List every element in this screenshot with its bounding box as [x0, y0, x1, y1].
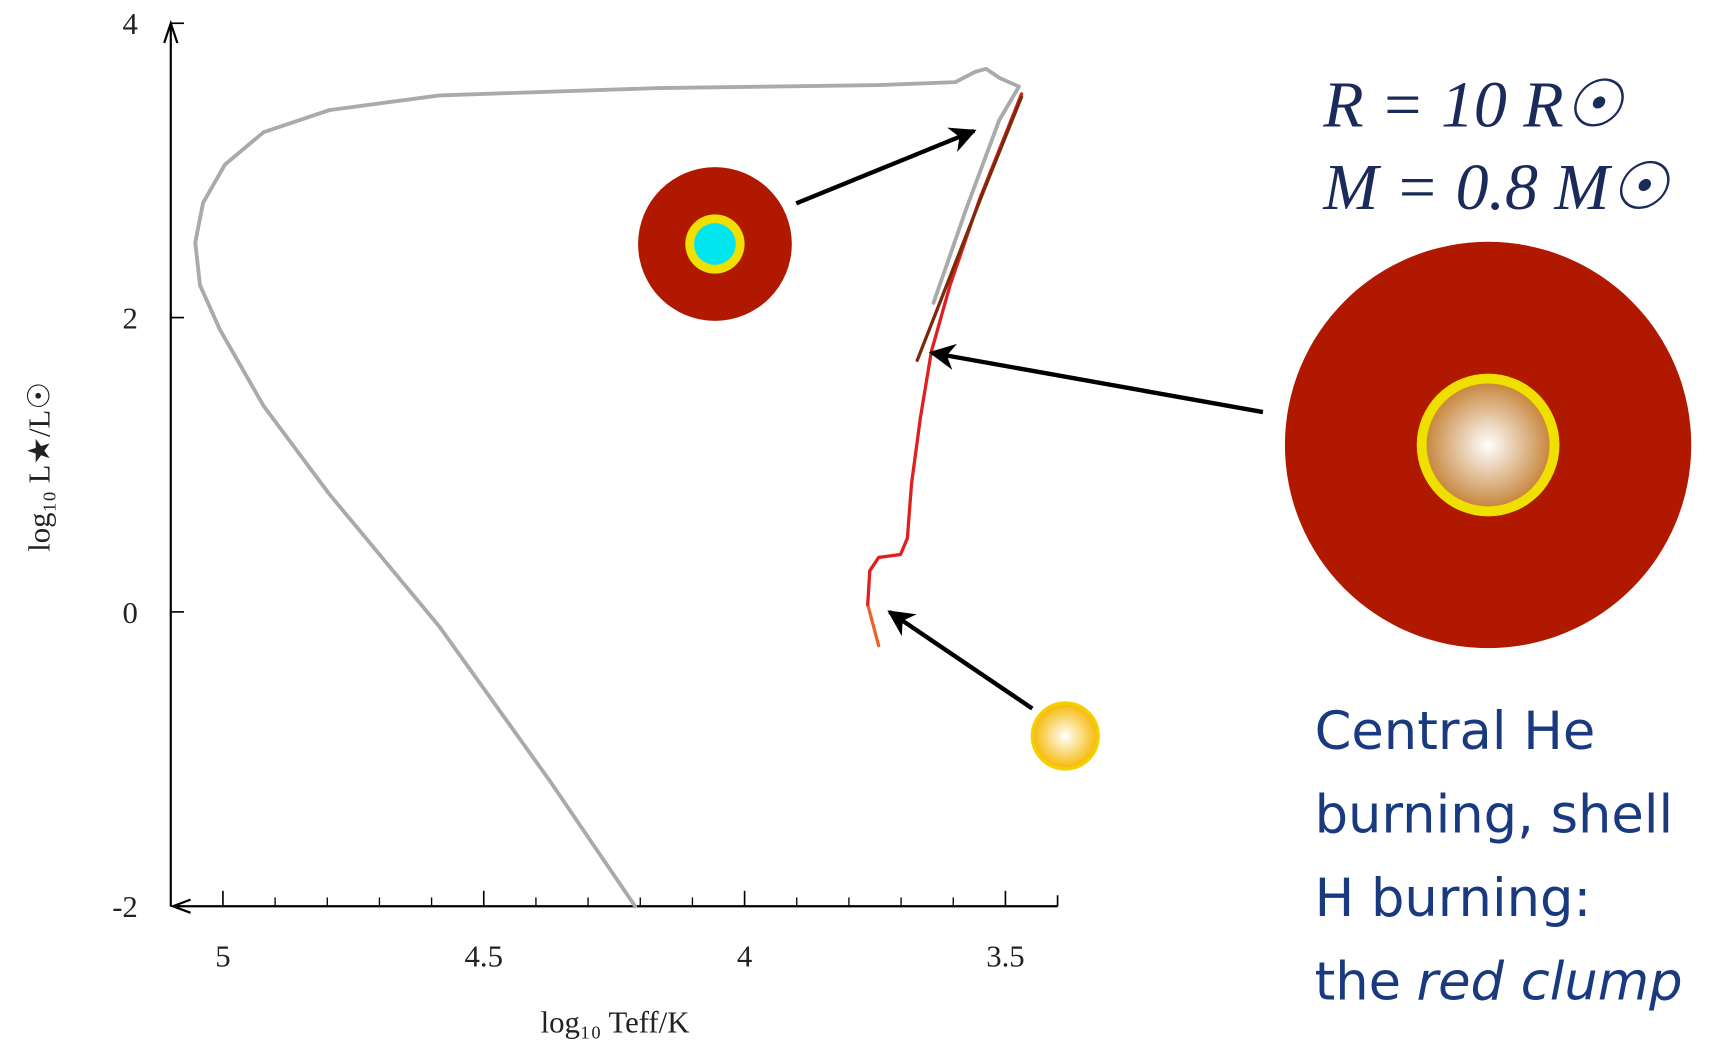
y-axis-title: log₁₀ L★/L☉	[22, 382, 56, 552]
track-line	[868, 94, 1022, 605]
star-icon-main-sequence	[1032, 703, 1098, 769]
annotation-line: Central He	[1315, 701, 1596, 762]
chart: 5 4.5 4 3.5 4 2 0 -2 log₁₀ Teff/K log₁₀ L★/L☉ R =…	[0, 0, 1722, 1047]
y-tick-label: 4	[122, 7, 137, 41]
track-line	[917, 97, 1021, 360]
x-tick-label: 3.5	[986, 940, 1024, 974]
mass-label: M = 0.8 M☉	[1322, 151, 1671, 224]
annotation-text: the	[1315, 952, 1402, 1013]
annotation-line: H burning:	[1315, 868, 1592, 929]
arrows	[796, 131, 1263, 709]
star-icon-agb	[638, 167, 792, 321]
y-tick-label: -2	[112, 890, 138, 924]
annotation-line: burning, shell	[1315, 785, 1674, 846]
radius-label: R = 10 R☉	[1322, 68, 1625, 141]
annotation-text: burning, shell	[1315, 785, 1674, 846]
x-tick-label: 5	[215, 940, 230, 974]
annotation-text: Central He	[1315, 701, 1596, 762]
track-line	[195, 69, 1019, 906]
star-icon-red-clump	[1285, 242, 1691, 648]
x-tick-label: 4.5	[465, 940, 503, 974]
annotation-text: H burning:	[1315, 868, 1592, 929]
annotation-emphasis: red clump	[1416, 952, 1682, 1013]
x-tick-label: 4	[737, 940, 752, 974]
y-tick-label: 0	[122, 596, 137, 630]
y-tick-label: 2	[122, 302, 137, 336]
track-line	[868, 605, 879, 646]
x-axis-title: log₁₀ Teff/K	[541, 1006, 690, 1040]
